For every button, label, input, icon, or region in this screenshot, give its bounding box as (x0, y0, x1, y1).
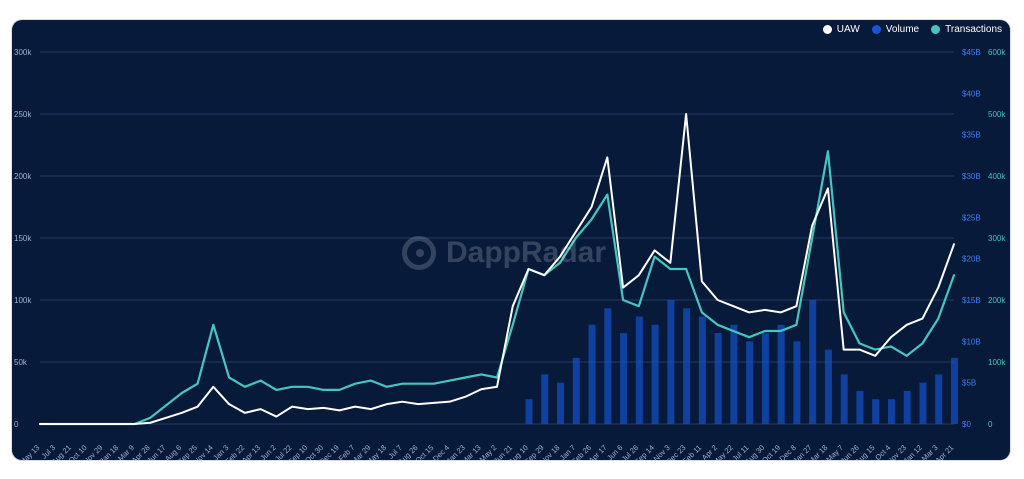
volume-axis-tick-label: $15B (962, 296, 981, 305)
volume-bar (746, 341, 754, 424)
uaw-line (39, 113, 955, 425)
right-axis-tick-label: 100k (988, 358, 1006, 367)
volume-bar (620, 333, 628, 424)
right-axis-tick-label: 0 (988, 420, 993, 429)
volume-bar (856, 390, 864, 424)
volume-bar (824, 349, 832, 424)
legend-uaw-label: UAW (836, 24, 860, 35)
volume-bar (572, 357, 580, 424)
transactions-line (38, 150, 956, 426)
volume-bar (903, 390, 911, 424)
right-axis-tick-label: 300k (988, 234, 1006, 243)
volume-bar (683, 308, 691, 424)
left-axis-tick-label: 200k (14, 172, 32, 181)
left-axis-tick-label: 100k (14, 296, 32, 305)
volume-bar (919, 382, 927, 424)
volume-bar (604, 308, 612, 424)
chart-legend: UAW Volume Transactions (822, 24, 1002, 35)
volume-bar (667, 300, 675, 424)
volume-bar (541, 374, 549, 424)
right-axis-tick-label: 400k (988, 172, 1006, 181)
volume-axis-tick-label: $35B (962, 131, 981, 140)
volume-axis-tick-label: $30B (962, 172, 981, 181)
volume-bar (761, 333, 769, 424)
left-axis-tick-label: 0 (14, 420, 19, 429)
legend-transactions-dot (931, 25, 941, 34)
volume-axis-tick-label: $10B (962, 337, 981, 346)
volume-axis-tick-label: $25B (962, 213, 981, 222)
legend-uaw-dot (822, 25, 832, 34)
volume-bar (525, 399, 533, 424)
volume-bar (809, 300, 817, 424)
volume-axis-tick-label: $5B (962, 379, 976, 388)
legend-volume-label: Volume (885, 24, 920, 35)
volume-axis-tick-label: $45B (962, 48, 981, 57)
volume-axis-tick-label: $20B (962, 255, 981, 264)
volume-bar (951, 357, 958, 424)
right-axis-tick-label: 600k (988, 48, 1006, 57)
volume-bar (793, 341, 801, 424)
volume-bar (714, 333, 722, 424)
legend-item-transactions[interactable]: Transactions (931, 24, 1002, 35)
volume-bar (557, 382, 565, 424)
left-axis-tick-label: 150k (14, 234, 32, 243)
volume-bar (730, 324, 738, 424)
legend-item-volume[interactable]: Volume (871, 24, 920, 35)
x-axis-tick-label: May 13 (18, 443, 42, 460)
volume-axis-tick-label: $40B (962, 89, 981, 98)
volume-bar (651, 324, 659, 424)
volume-bar (872, 399, 880, 424)
left-axis-tick-label: 250k (14, 110, 32, 119)
right-axis-tick-label: 200k (988, 296, 1006, 305)
left-axis-tick-label: 300k (14, 48, 32, 57)
volume-bars (525, 300, 958, 424)
right-axis-tick-label: 500k (988, 110, 1006, 119)
volume-bar (588, 324, 596, 424)
legend-transactions-label: Transactions (945, 24, 1002, 35)
volume-bar (777, 324, 785, 424)
left-axis-tick-label: 50k (14, 358, 28, 367)
volume-bar (887, 399, 895, 424)
chart-card: 300k 250k 200k 150k 100k 50k 0 $45B $40B $35B $30B… (12, 20, 1010, 460)
volume-bar (935, 374, 943, 424)
volume-bar (698, 316, 706, 424)
volume-axis-tick-label: $0 (962, 420, 971, 429)
volume-bar (635, 316, 643, 424)
chart-svg: 300k 250k 200k 150k 100k 50k 0 $45B $40B $35B $30B… (14, 48, 1006, 460)
legend-volume-dot (871, 25, 881, 34)
volume-bar (840, 374, 848, 424)
legend-item-uaw[interactable]: UAW (822, 24, 860, 35)
